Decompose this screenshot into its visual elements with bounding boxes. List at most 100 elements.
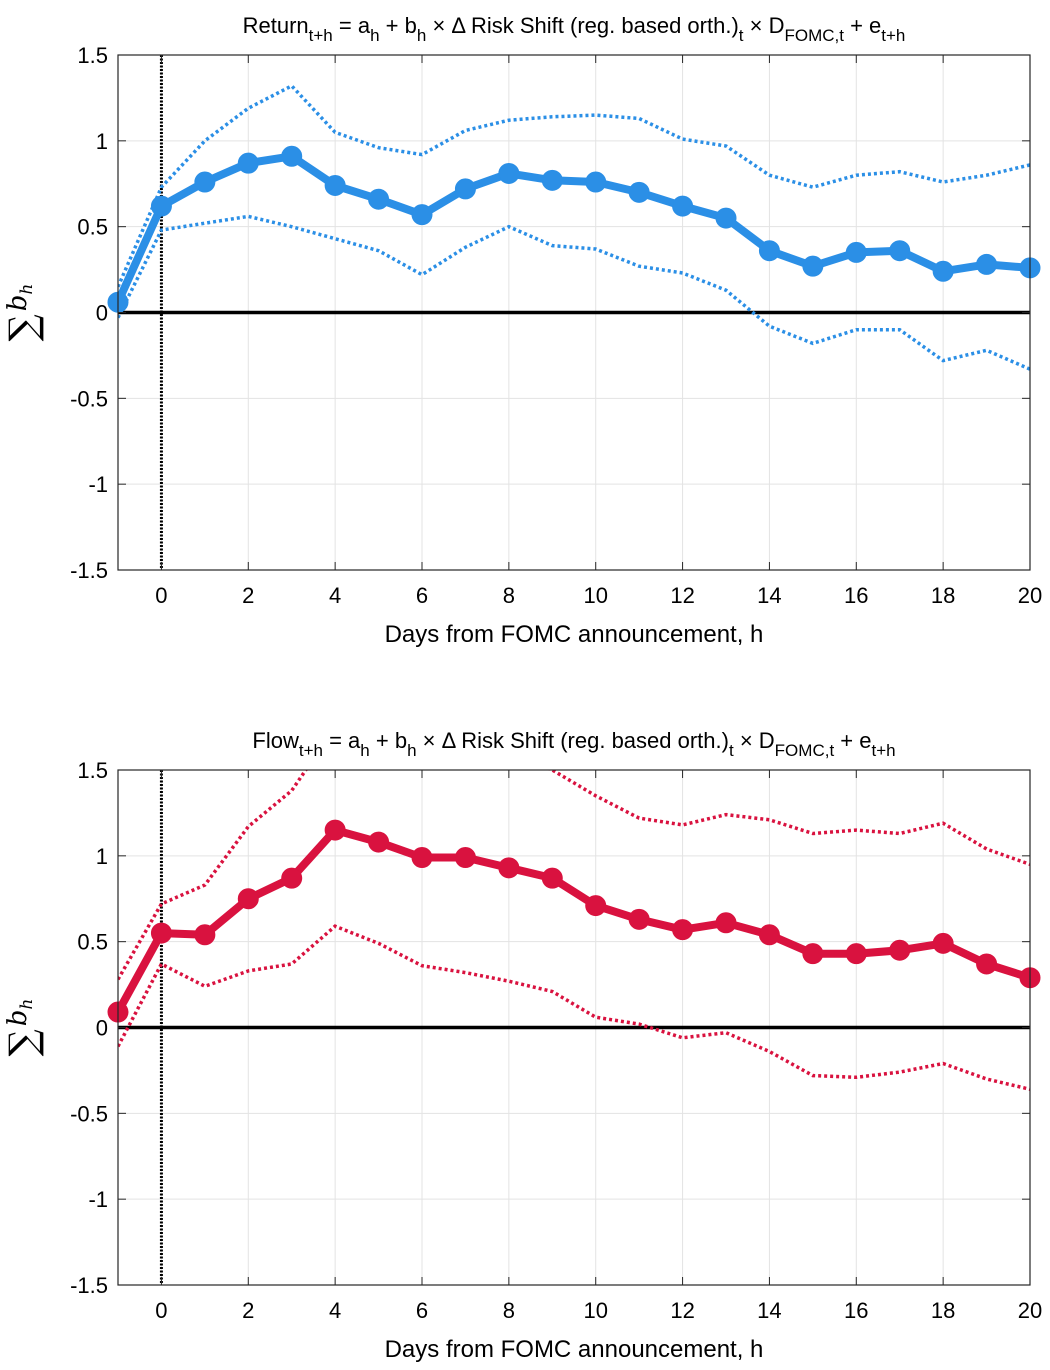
x-axis-label: Days from FOMC announcement, h bbox=[385, 621, 764, 648]
y-tick-label: -1.5 bbox=[70, 558, 108, 583]
data-point bbox=[194, 924, 216, 946]
title-subscript: h bbox=[370, 26, 379, 45]
data-point bbox=[411, 847, 433, 869]
chart-title: Returnt+h = ah + bh × Δ Risk Shift (reg.… bbox=[243, 13, 906, 45]
data-point bbox=[454, 178, 476, 200]
data-point bbox=[585, 171, 607, 193]
data-point bbox=[628, 181, 650, 203]
data-point bbox=[802, 943, 824, 965]
x-tick-label: 0 bbox=[155, 1298, 167, 1323]
data-point bbox=[976, 253, 998, 275]
data-point bbox=[454, 847, 476, 869]
y-tick-label: -1 bbox=[88, 1187, 108, 1212]
title-subscript: t+h bbox=[871, 741, 895, 760]
x-tick-label: 16 bbox=[844, 1298, 868, 1323]
title-subscript: t bbox=[739, 26, 744, 45]
data-point bbox=[411, 204, 433, 226]
data-point bbox=[498, 162, 520, 184]
y-tick-label: -1 bbox=[88, 472, 108, 497]
chart-title: Flowt+h = ah + bh × Δ Risk Shift (reg. b… bbox=[252, 728, 895, 760]
title-subscript: t+h bbox=[299, 741, 323, 760]
y-tick-label: 1 bbox=[96, 844, 108, 869]
x-tick-label: 18 bbox=[931, 583, 955, 608]
x-tick-label: 0 bbox=[155, 583, 167, 608]
data-point bbox=[368, 831, 390, 853]
y-tick-label: -0.5 bbox=[70, 386, 108, 411]
data-point bbox=[932, 260, 954, 282]
y-tick-label: -0.5 bbox=[70, 1101, 108, 1126]
upper-band-line bbox=[118, 83, 1030, 288]
estimate-line bbox=[118, 152, 1030, 304]
y-tick-label: 0 bbox=[96, 301, 108, 326]
title-text: × D bbox=[744, 13, 785, 38]
title-text: × Δ Risk Shift (reg. based orth.) bbox=[417, 728, 729, 753]
x-tick-label: 10 bbox=[583, 1298, 607, 1323]
estimate-markers bbox=[107, 145, 1041, 313]
ticks: 0 2 4 6 8 10 12 14 16 18 20 -1.5 -1 -0.5 0 0.5 1 1.5 bbox=[70, 43, 1042, 608]
title-text: Flow bbox=[252, 728, 299, 753]
x-tick-label: 6 bbox=[416, 583, 428, 608]
title-subscript: FOMC,t bbox=[784, 26, 844, 45]
upper-band-line bbox=[118, 770, 1030, 981]
title-text: + b bbox=[370, 728, 407, 753]
title-text: Return bbox=[243, 13, 309, 38]
x-tick-label: 4 bbox=[329, 1298, 341, 1323]
y-tick-label: 1.5 bbox=[77, 758, 108, 783]
title-text: + e bbox=[844, 13, 881, 38]
data-point bbox=[498, 857, 520, 879]
data-point bbox=[715, 207, 737, 229]
x-tick-label: 8 bbox=[503, 583, 515, 608]
data-point bbox=[758, 924, 780, 946]
ticks: 0 2 4 6 8 10 12 14 16 18 20 -1.5 -1 -0.5 0 0.5 1 1.5 bbox=[70, 758, 1042, 1323]
data-point bbox=[281, 867, 303, 889]
data-point bbox=[672, 919, 694, 941]
data-point bbox=[237, 152, 259, 174]
estimate-markers bbox=[107, 819, 1041, 1023]
title-text: = a bbox=[323, 728, 361, 753]
title-text: × D bbox=[734, 728, 775, 753]
data-point bbox=[368, 188, 390, 210]
data-point bbox=[802, 255, 824, 277]
chart-panel-2: 0 2 4 6 8 10 12 14 16 18 20 -1.5 -1 -0.5 0 0.5 1 1.5 Days … bbox=[1, 728, 1042, 1363]
y-tick-label: -1.5 bbox=[70, 1273, 108, 1298]
y-label-sub: h bbox=[17, 284, 37, 295]
data-point bbox=[281, 145, 303, 167]
x-tick-label: 18 bbox=[931, 1298, 955, 1323]
x-tick-label: 4 bbox=[329, 583, 341, 608]
data-point bbox=[889, 240, 911, 262]
data-point bbox=[150, 195, 172, 217]
data-point bbox=[541, 867, 563, 889]
y-label-sub: h bbox=[17, 999, 37, 1010]
y-tick-label: 1.5 bbox=[77, 43, 108, 68]
x-axis-label: Days from FOMC announcement, h bbox=[385, 1336, 764, 1363]
y-tick-label: 0.5 bbox=[77, 930, 108, 955]
title-subscript: h bbox=[417, 26, 426, 45]
data-point bbox=[889, 939, 911, 961]
data-point bbox=[715, 912, 737, 934]
chart-panel-1: 0 2 4 6 8 10 12 14 16 18 20 -1.5 -1 -0.5 0 0.5 1 1.5 Days … bbox=[1, 13, 1042, 648]
data-point bbox=[845, 241, 867, 263]
y-label-var: b bbox=[3, 1010, 33, 1027]
title-text: = a bbox=[333, 13, 371, 38]
x-tick-label: 2 bbox=[242, 583, 254, 608]
x-tick-label: 14 bbox=[757, 1298, 781, 1323]
y-tick-label: 1 bbox=[96, 129, 108, 154]
data-point bbox=[324, 819, 346, 841]
data-point bbox=[672, 195, 694, 217]
data-point bbox=[237, 888, 259, 910]
title-subscript: t+h bbox=[881, 26, 905, 45]
data-point bbox=[628, 908, 650, 930]
y-label-sum: ∑ bbox=[1, 314, 45, 341]
y-label-sum: ∑ bbox=[1, 1029, 45, 1056]
data-point bbox=[585, 895, 607, 917]
series-group bbox=[118, 83, 1030, 371]
title-subscript: h bbox=[360, 741, 369, 760]
x-tick-label: 14 bbox=[757, 583, 781, 608]
x-tick-label: 20 bbox=[1018, 1298, 1042, 1323]
x-tick-label: 12 bbox=[670, 1298, 694, 1323]
y-axis-label: ∑ bh bbox=[1, 999, 45, 1057]
data-point bbox=[541, 169, 563, 191]
title-subscript: t+h bbox=[309, 26, 333, 45]
estimate-line bbox=[118, 826, 1030, 1014]
